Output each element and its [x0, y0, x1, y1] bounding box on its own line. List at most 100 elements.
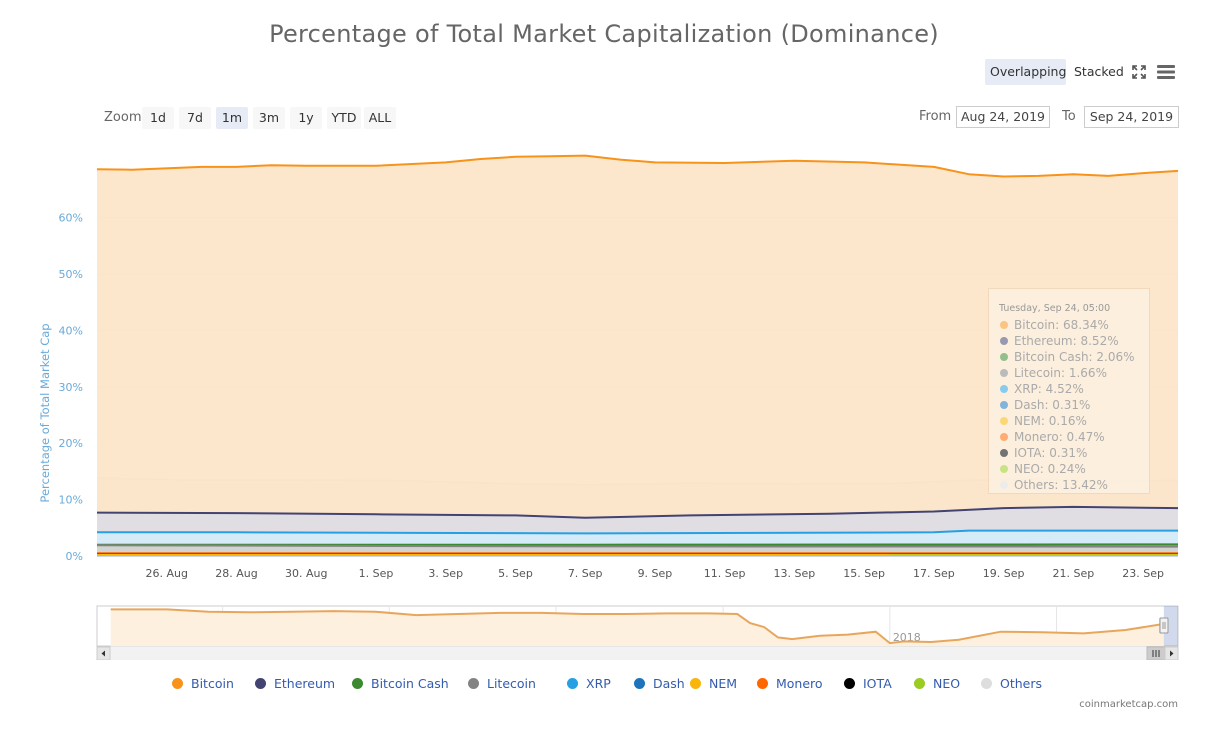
legend-item-iota[interactable]: IOTA: [844, 676, 892, 691]
x-tick-label: 3. Sep: [428, 567, 463, 580]
tooltip: Tuesday, Sep 24, 05:00 Bitcoin: 68.34% Et…: [988, 288, 1150, 494]
x-tick-label: 23. Sep: [1122, 567, 1164, 580]
y-tick-label: 0%: [66, 550, 83, 563]
tooltip-row-label: IOTA: 0.31%: [1014, 446, 1088, 460]
y-tick-label: 30%: [59, 381, 83, 394]
legend-item-litecoin[interactable]: Litecoin: [468, 676, 536, 691]
chart-title: Percentage of Total Market Capitalizatio…: [269, 20, 939, 48]
navigator-selection[interactable]: [1163, 606, 1178, 646]
tooltip-row-label: Litecoin: 1.66%: [1014, 366, 1107, 380]
tooltip-row: Bitcoin: 68.34%: [1000, 318, 1109, 332]
x-tick-label: 1. Sep: [359, 567, 394, 580]
series-line-litecoin[interactable]: [96, 544, 1179, 548]
x-tick-label: 19. Sep: [983, 567, 1025, 580]
legend-item-bitcoin[interactable]: Bitcoin: [172, 676, 234, 691]
scrollbar-track[interactable]: [97, 647, 1178, 660]
legend-item-ethereum[interactable]: Ethereum: [255, 676, 335, 691]
main-chart[interactable]: 0% 10% 20% 30% 40% 50% 60% Percentage of Total …: [0, 0, 1208, 600]
series-line-xrp[interactable]: [97, 529, 1178, 535]
tooltip-row: NEM: 0.16%: [1000, 414, 1087, 428]
legend-item-nem[interactable]: NEM: [690, 676, 737, 691]
legend-dot-icon: [255, 678, 266, 689]
arrow-left-icon[interactable]: [96, 646, 111, 660]
legend-dot-icon: [690, 678, 701, 689]
tooltip-row-label: Ethereum: 8.52%: [1014, 334, 1119, 348]
y-tick-label: 60%: [59, 212, 83, 225]
legend-dot-icon: [468, 678, 479, 689]
tooltip-row: Litecoin: 1.66%: [1000, 366, 1107, 380]
grip-icon[interactable]: [1146, 646, 1166, 660]
from-date-input[interactable]: Aug 24, 2019: [956, 106, 1050, 128]
tooltip-row: XRP: 4.52%: [1000, 382, 1084, 396]
navigator-series-area: [110, 609, 1164, 646]
handle-icon[interactable]: [1159, 617, 1169, 634]
series-line-ethereum[interactable]: [96, 505, 1179, 519]
hamburger-menu-icon[interactable]: [1157, 64, 1175, 80]
zoom-label: Zoom: [104, 110, 142, 125]
credit-text: coinmarketcap.com: [1079, 699, 1178, 710]
zoom-button-1y[interactable]: 1y: [290, 107, 322, 129]
stacked-button[interactable]: Stacked: [1074, 64, 1124, 79]
legend-label: Bitcoin Cash: [371, 676, 449, 691]
legend-item-dash[interactable]: Dash: [634, 676, 685, 691]
x-tick-label: 30. Aug: [285, 567, 327, 580]
to-label: To: [1062, 109, 1076, 124]
x-tick-label: 21. Sep: [1053, 567, 1095, 580]
tooltip-title: Tuesday, Sep 24, 05:00: [999, 303, 1111, 314]
series-area-bitcoin: [97, 155, 1178, 556]
y-tick-label: 50%: [59, 268, 83, 281]
legend-item-neo[interactable]: NEO: [914, 676, 960, 691]
tooltip-row: Ethereum: 8.52%: [1000, 334, 1119, 348]
legend-dot-icon: [634, 678, 645, 689]
tooltip-row: NEO: 0.24%: [1000, 462, 1086, 476]
x-tick-label: 5. Sep: [498, 567, 533, 580]
tooltip-row-label: NEM: 0.16%: [1014, 414, 1087, 428]
legend-label: IOTA: [863, 676, 892, 691]
legend-dot-icon: [844, 678, 855, 689]
x-tick-label: 11. Sep: [704, 567, 746, 580]
x-tick-label: 7. Sep: [568, 567, 603, 580]
legend-label: Monero: [776, 676, 823, 691]
zoom-button-all[interactable]: ALL: [364, 107, 396, 129]
navigator[interactable]: 201420152016201720182019: [0, 600, 1208, 660]
to-date-input[interactable]: Sep 24, 2019: [1084, 106, 1179, 128]
tooltip-row: Monero: 0.47%: [1000, 430, 1105, 444]
tooltip-row-label: Others: 13.42%: [1014, 478, 1108, 492]
legend-label: Others: [1000, 676, 1043, 691]
y-tick-label: 40%: [59, 324, 83, 337]
zoom-button-7d[interactable]: 7d: [179, 107, 211, 129]
fullscreen-icon[interactable]: [1131, 64, 1147, 80]
x-tick-label: 26. Aug: [145, 567, 187, 580]
arrow-right-icon[interactable]: [1164, 646, 1179, 660]
overlapping-button[interactable]: Overlapping: [985, 59, 1066, 85]
legend-label: Litecoin: [487, 676, 536, 691]
tooltip-row-label: Dash: 0.31%: [1014, 398, 1091, 412]
tooltip-dot-icon: [1000, 433, 1008, 441]
legend: Bitcoin Ethereum Bitcoin Cash Litecoin XRP Da…: [0, 676, 1208, 694]
navigator-series-line: [110, 608, 1164, 645]
y-axis-title: Percentage of Total Market Cap: [38, 323, 52, 502]
legend-item-others[interactable]: Others: [981, 676, 1042, 691]
legend-dot-icon: [757, 678, 768, 689]
tooltip-row-label: Bitcoin Cash: 2.06%: [1014, 350, 1135, 364]
tooltip-dot-icon: [1000, 481, 1008, 489]
tooltip-row: Bitcoin Cash: 2.06%: [1000, 350, 1135, 364]
zoom-button-1m[interactable]: 1m: [216, 107, 248, 129]
legend-item-bitcoin-cash[interactable]: Bitcoin Cash: [352, 676, 449, 691]
tooltip-row: IOTA: 0.31%: [1000, 446, 1087, 460]
zoom-button-ytd[interactable]: YTD: [327, 107, 361, 129]
tooltip-dot-icon: [1000, 337, 1008, 345]
from-label: From: [919, 109, 952, 124]
tooltip-dot-icon: [1000, 401, 1008, 409]
legend-dot-icon: [172, 678, 183, 689]
legend-label: Ethereum: [274, 676, 336, 691]
tooltip-row-label: Monero: 0.47%: [1014, 430, 1105, 444]
zoom-button-1d[interactable]: 1d: [142, 107, 174, 129]
legend-item-xrp[interactable]: XRP: [567, 676, 611, 691]
zoom-button-3m[interactable]: 3m: [253, 107, 285, 129]
legend-item-monero[interactable]: Monero: [757, 676, 823, 691]
tooltip-row-label: XRP: 4.52%: [1014, 382, 1084, 396]
tooltip-dot-icon: [1000, 417, 1008, 425]
series-line-bitcoin[interactable]: [96, 154, 1179, 178]
tooltip-dot-icon: [1000, 465, 1008, 473]
